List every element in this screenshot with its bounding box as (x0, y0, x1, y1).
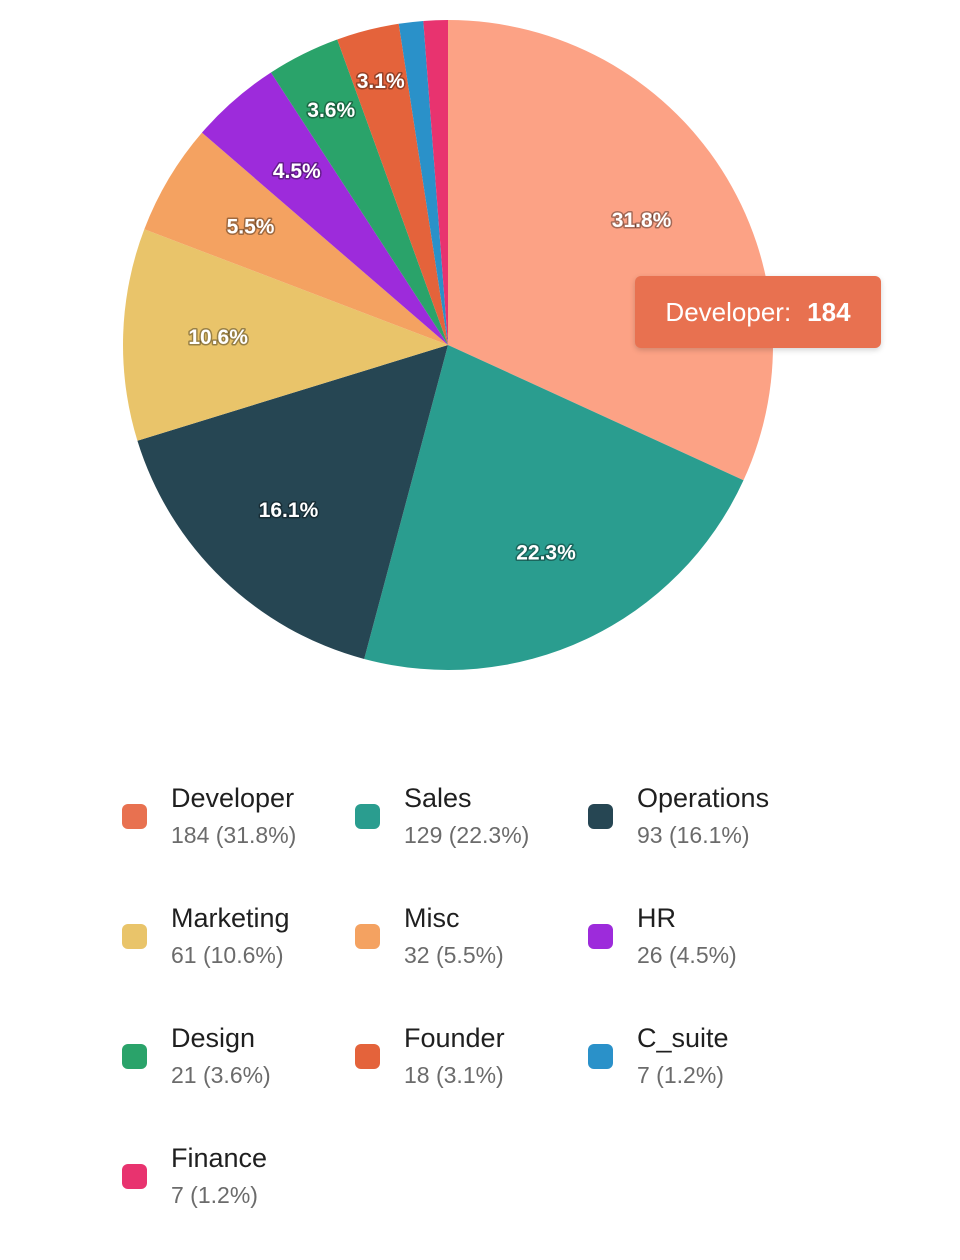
pie-slice-operations[interactable] (137, 345, 448, 660)
legend-item[interactable]: Marketing 61 (10.6%) (122, 900, 355, 1020)
pie-slice-label: 31.8% (612, 209, 672, 232)
legend-swatch (588, 1044, 613, 1069)
legend-value: 61 (10.6%) (171, 942, 284, 968)
pie-slices (123, 20, 773, 670)
legend-value: 184 (31.8%) (171, 822, 297, 848)
pie-slice-label: 10.6% (188, 326, 248, 349)
pie-slice-finance[interactable] (423, 20, 448, 345)
legend-item[interactable]: Sales 129 (22.3%) (355, 780, 588, 900)
pie-slice-label: 16.1% (259, 499, 319, 522)
legend-item[interactable]: Founder 18 (3.1%) (355, 1020, 588, 1140)
pie-slice-label: 22.3% (516, 542, 576, 565)
pie-slice-design[interactable] (270, 39, 448, 346)
legend-item[interactable]: C_suite 7 (1.2%) (588, 1020, 821, 1140)
chart-tooltip: Developer:184 (635, 276, 881, 348)
legend-value: 129 (22.3%) (404, 822, 530, 848)
legend-swatch (122, 804, 147, 829)
pie-slice-hr[interactable] (201, 72, 448, 345)
pie-slice-label: 4.5% (273, 160, 321, 183)
legend-value: 32 (5.5%) (404, 942, 504, 968)
legend-value: 93 (16.1%) (637, 822, 750, 848)
legend-label: Developer (171, 783, 295, 813)
pie-chart: 31.8% 22.3% 16.1% 10.6% 5.5% 4.5% 3.6% 3.1% Dev… (123, 20, 881, 670)
pie-slice-developer[interactable] (448, 20, 773, 481)
legend-label: Marketing (171, 903, 290, 933)
legend-value: 18 (3.1%) (404, 1062, 504, 1088)
legend-swatch (355, 924, 380, 949)
legend-item[interactable]: Operations 93 (16.1%) (588, 780, 821, 900)
tooltip-label: Developer (665, 296, 784, 327)
pie-slice-label: 3.6% (307, 99, 355, 122)
legend-value: 7 (1.2%) (637, 1062, 724, 1088)
pie-slice-label: 3.1% (357, 70, 405, 93)
tooltip-separator: : (783, 296, 792, 327)
pie-slice-misc[interactable] (144, 132, 449, 345)
legend-swatch (122, 1044, 147, 1069)
legend-swatch (122, 924, 147, 949)
legend-swatch (355, 804, 380, 829)
legend-value: 26 (4.5%) (637, 942, 737, 968)
legend-swatch (588, 924, 613, 949)
pie-slice-marketing[interactable] (123, 229, 448, 441)
legend-item[interactable]: Misc 32 (5.5%) (355, 900, 588, 1020)
tooltip-value: 184 (807, 296, 851, 327)
legend-value: 21 (3.6%) (171, 1062, 271, 1088)
legend-value: 7 (1.2%) (171, 1182, 258, 1208)
legend-swatch (588, 804, 613, 829)
legend-item[interactable]: HR 26 (4.5%) (588, 900, 821, 1020)
legend-item[interactable]: Developer 184 (31.8%) (122, 780, 355, 900)
legend-label: Founder (404, 1023, 505, 1053)
legend-swatch (355, 1044, 380, 1069)
pie-slice-label: 5.5% (227, 216, 275, 239)
chart-legend: Developer 184 (31.8%) Sales 129 (22.3%) Oper… (122, 780, 842, 1260)
pie-slice-founder[interactable] (337, 23, 448, 345)
legend-label: Finance (171, 1143, 268, 1173)
pie-chart-svg: 31.8% 22.3% 16.1% 10.6% 5.5% 4.5% 3.6%3.1% (123, 20, 773, 670)
legend-swatch (122, 1164, 147, 1189)
legend-label: Operations (637, 783, 770, 813)
legend-label: Misc (404, 903, 460, 933)
pie-slice-sales[interactable] (364, 345, 744, 670)
pie-slice-c-suite[interactable] (398, 20, 448, 346)
legend-label: Sales (404, 783, 472, 813)
legend-label: HR (637, 903, 676, 933)
pie-slice-labels: 31.8% 22.3% 16.1% 10.6% 5.5% 4.5% 3.6%3.1% (187, 68, 673, 566)
legend-item[interactable]: Finance 7 (1.2%) (122, 1140, 355, 1260)
legend-label: Design (171, 1023, 256, 1053)
legend-label: C_suite (637, 1023, 729, 1053)
legend-item[interactable]: Design 21 (3.6%) (122, 1020, 355, 1140)
